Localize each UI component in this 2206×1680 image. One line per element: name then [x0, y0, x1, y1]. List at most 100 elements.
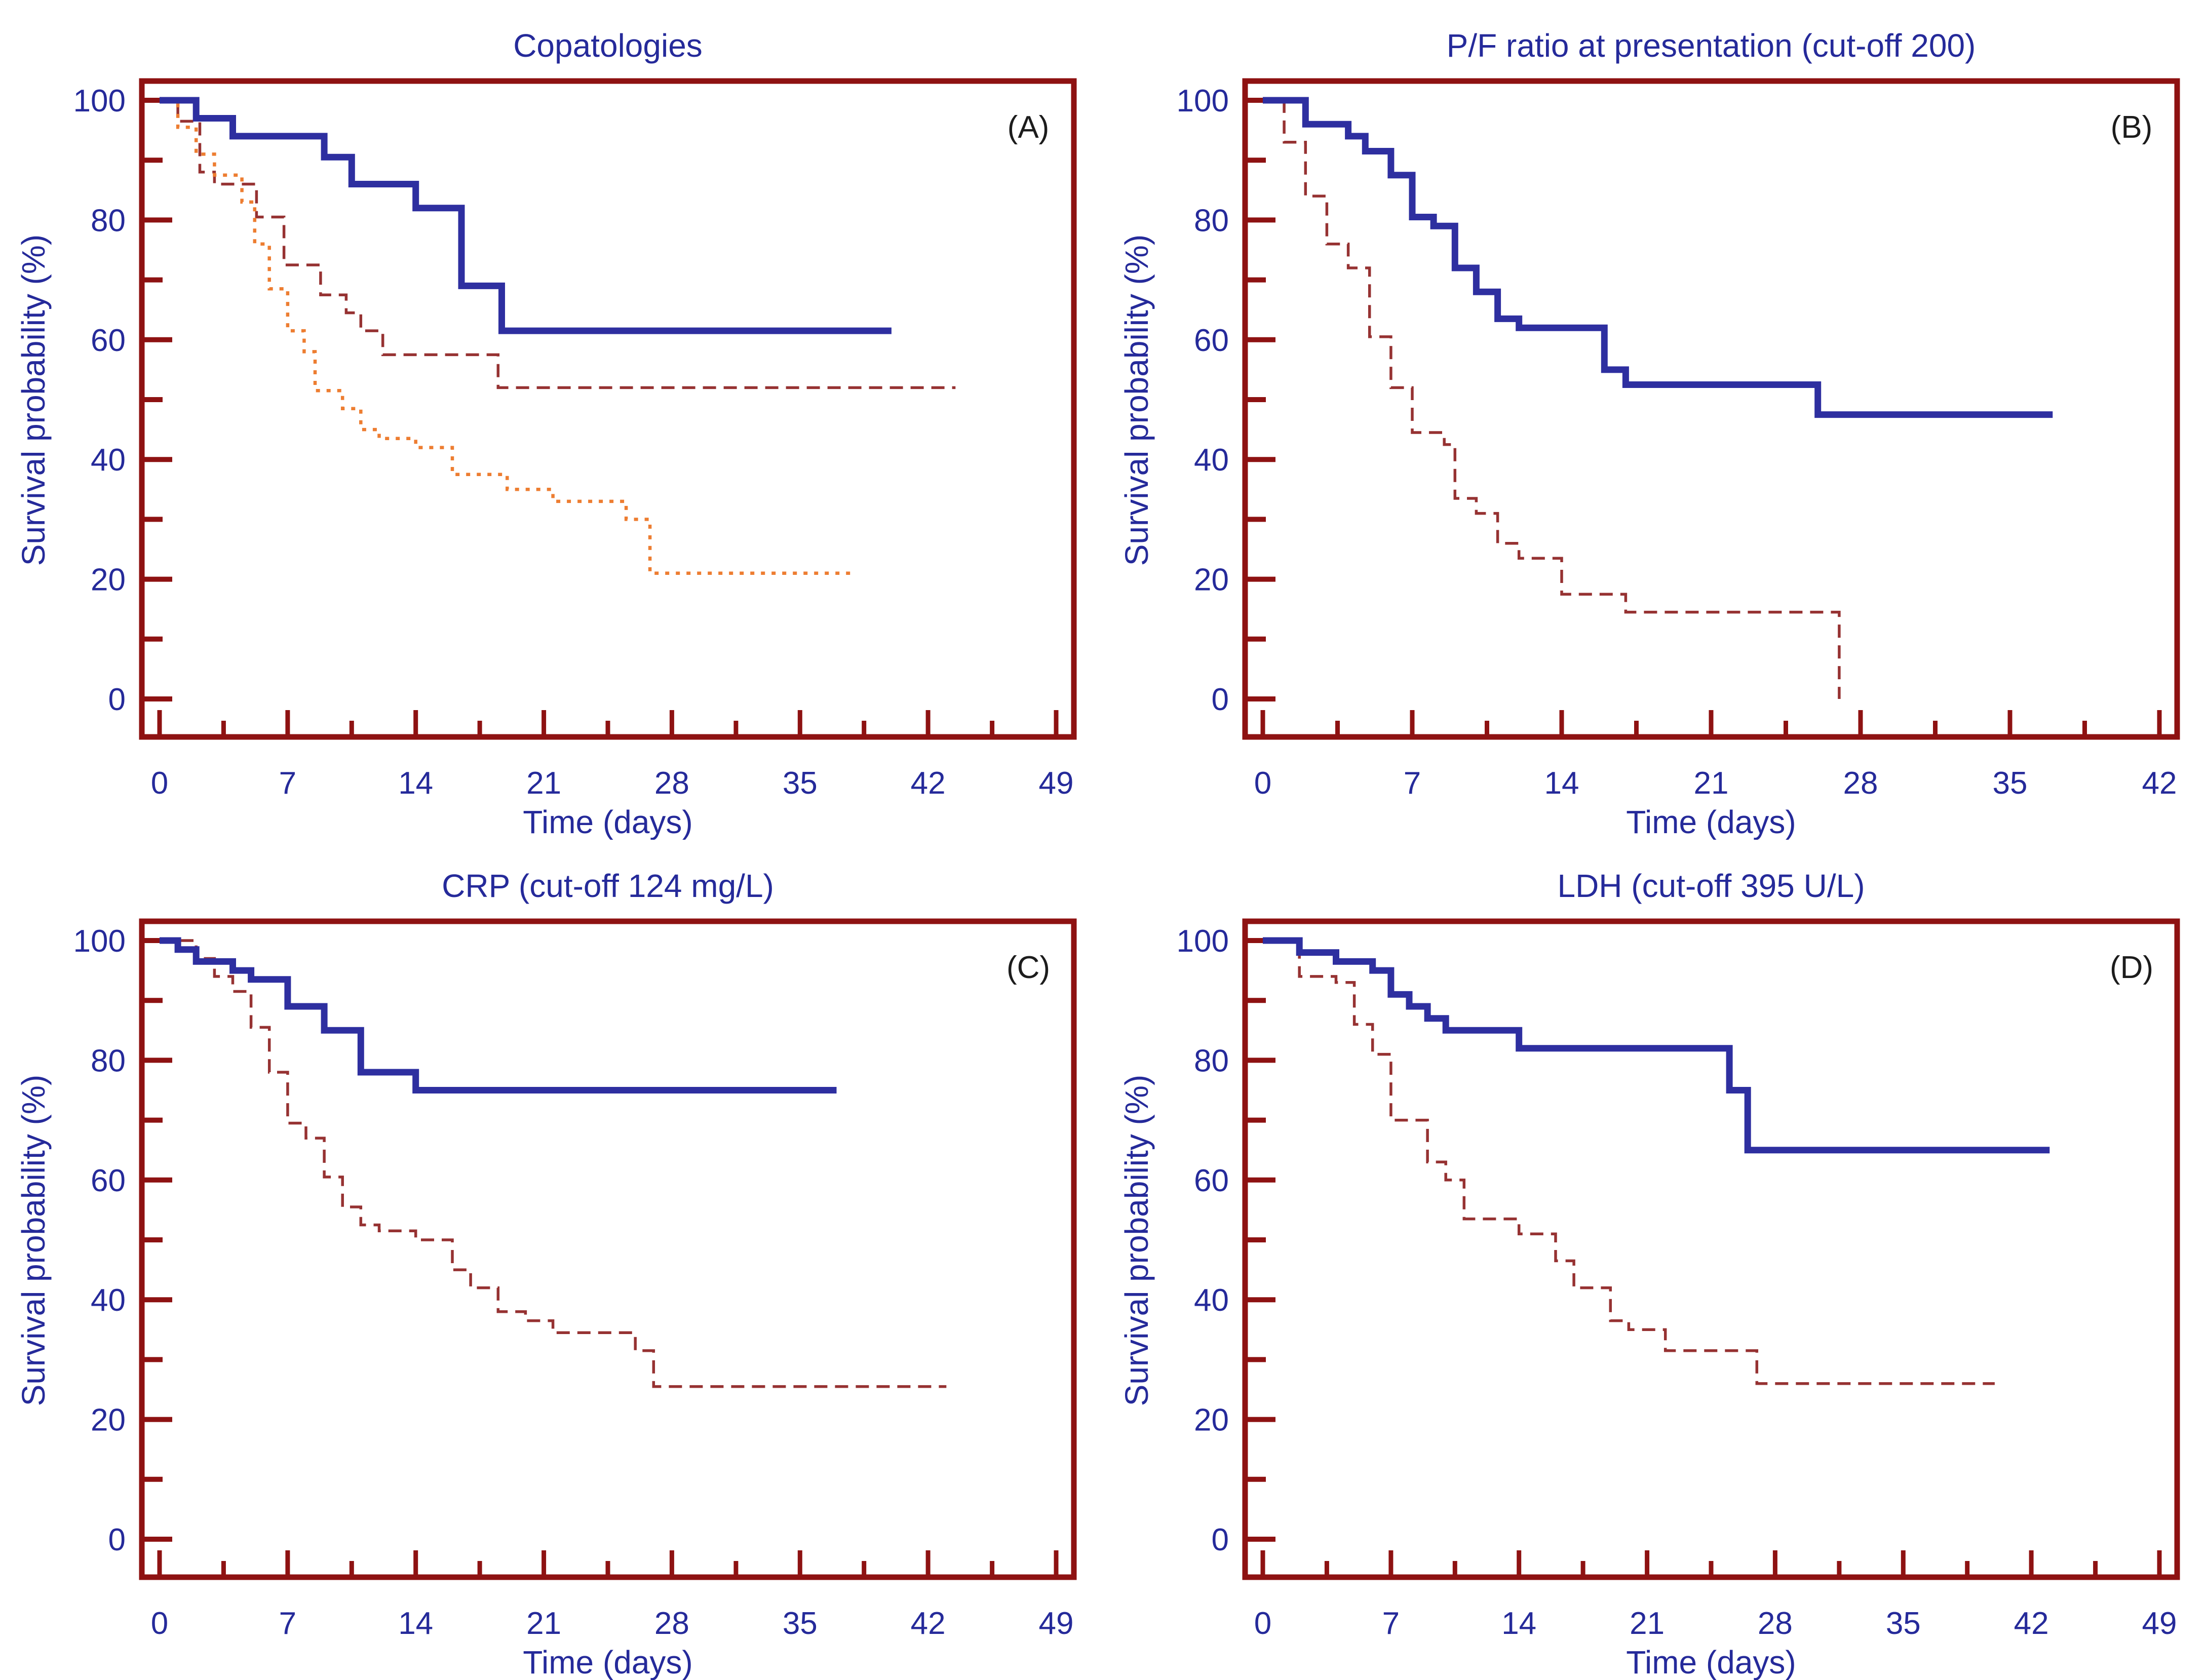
survival-curves — [1263, 97, 2053, 699]
km-plot-A: Copatologies (A) 0 20 40 60 80 100 0 7 14 21 28 35 4… — [15, 27, 1077, 840]
x-tick-label: 7 — [1382, 1606, 1400, 1641]
panel-D: LDH (cut-off 395 U/L) (D) 0 20 40 60 80 100 0 7… — [1103, 840, 2206, 1680]
y-axis-title: Survival probability (%) — [15, 235, 52, 566]
km-curve-low-crp-solid — [160, 937, 837, 1093]
panel-A: Copatologies (A) 0 20 40 60 80 100 0 7 14 21 28 35 4… — [0, 0, 1103, 840]
km-curve-low-ldh-solid — [1263, 937, 2050, 1154]
panel-letter: (C) — [1007, 950, 1050, 985]
panel-title: CRP (cut-off 124 mg/L) — [442, 868, 774, 904]
x-tick-label: 0 — [1254, 766, 1271, 801]
x-tick-label: 7 — [279, 766, 296, 801]
y-tick-label: 100 — [1177, 924, 1229, 959]
x-tick-label: 0 — [1254, 1606, 1271, 1641]
y-tick-label: 0 — [1212, 682, 1229, 717]
x-tick-label: 35 — [1993, 766, 2028, 801]
x-tick-label: 14 — [398, 766, 433, 801]
y-tick-label: 100 — [73, 924, 126, 959]
panel-letter: (D) — [2110, 950, 2153, 985]
panel-B: P/F ratio at presentation (cut-off 200) … — [1103, 0, 2206, 840]
x-tick-label: 14 — [398, 1606, 433, 1641]
y-axis-title: Survival probability (%) — [1118, 235, 1155, 566]
y-tick-label: 100 — [73, 84, 126, 119]
survival-curves — [1263, 937, 2050, 1385]
x-tick-label: 42 — [2142, 766, 2177, 801]
panel-letter: (A) — [1008, 110, 1050, 145]
km-plot-D: LDH (cut-off 395 U/L) (D) 0 20 40 60 80 100 0 7… — [1118, 868, 2180, 1680]
axes: 0 20 40 60 80 100 0 7 14 21 28 35 42 49 — [1177, 918, 2180, 1641]
y-tick-label: 80 — [91, 203, 126, 238]
y-tick-label: 80 — [1194, 203, 1229, 238]
x-axis-title: Time (days) — [523, 1644, 692, 1680]
y-tick-label: 20 — [1194, 1403, 1229, 1438]
survival-curves — [160, 97, 956, 575]
km-curve-high-ratio-solid — [1263, 97, 2053, 418]
km-plot-C: CRP (cut-off 124 mg/L) (C) 0204060801000… — [15, 868, 1077, 1680]
y-tick-label: 0 — [108, 1522, 126, 1557]
panel-letter: (B) — [2111, 110, 2153, 145]
y-axis-title: Survival probability (%) — [1118, 1075, 1155, 1406]
y-tick-label: 60 — [91, 1163, 126, 1198]
x-tick-label: 21 — [1694, 766, 1729, 801]
x-tick-label: 21 — [1630, 1606, 1665, 1641]
y-tick-label: 60 — [91, 323, 126, 358]
x-tick-label: 42 — [911, 1606, 946, 1641]
y-tick-label: 40 — [1194, 443, 1229, 478]
y-tick-label: 20 — [91, 563, 126, 598]
km-curve-group-2-dashed — [160, 99, 956, 389]
y-tick-label: 80 — [1194, 1043, 1229, 1078]
x-tick-label: 49 — [1039, 766, 1074, 801]
axes: 0 20 40 60 80 100 0 7 14 21 28 35 42 49 — [73, 918, 1077, 1641]
y-tick-label: 40 — [91, 443, 126, 478]
y-axis-title: Survival probability (%) — [15, 1075, 52, 1406]
plot-frame — [1242, 918, 2180, 1580]
x-axis-title: Time (days) — [1626, 1644, 1796, 1680]
x-tick-label: 35 — [783, 1606, 818, 1641]
y-tick-label: 60 — [1194, 1163, 1229, 1198]
y-tick-label: 0 — [1212, 1522, 1229, 1557]
km-plot-B: P/F ratio at presentation (cut-off 200) … — [1118, 27, 2180, 840]
x-tick-label: 14 — [1544, 766, 1579, 801]
x-tick-label: 0 — [151, 766, 168, 801]
x-tick-label: 28 — [1758, 1606, 1793, 1641]
x-tick-label: 28 — [654, 766, 689, 801]
panel-title: LDH (cut-off 395 U/L) — [1557, 868, 1865, 904]
y-tick-label: 100 — [1177, 84, 1229, 119]
x-tick-label: 42 — [2014, 1606, 2049, 1641]
x-tick-label: 49 — [1039, 1606, 1074, 1641]
x-tick-label: 14 — [1501, 1606, 1536, 1641]
km-curve-group-3-dotted — [160, 98, 855, 575]
y-tick-label: 40 — [91, 1283, 126, 1318]
x-tick-label: 7 — [1404, 766, 1421, 801]
x-tick-label: 21 — [526, 766, 561, 801]
axes: 0 20 40 60 80 100 0 7 14 21 28 35 42 — [1177, 78, 2180, 801]
x-axis-title: Time (days) — [523, 804, 692, 840]
plot-frame — [139, 78, 1077, 740]
y-tick-label: 40 — [1194, 1283, 1229, 1318]
x-tick-label: 49 — [2142, 1606, 2177, 1641]
km-curve-low-ratio-dashed — [1263, 99, 1841, 699]
x-tick-label: 28 — [654, 1606, 689, 1641]
x-tick-label: 7 — [279, 1606, 296, 1641]
x-tick-label: 28 — [1843, 766, 1878, 801]
panel-title: P/F ratio at presentation (cut-off 200) — [1447, 27, 1976, 64]
panel-C: CRP (cut-off 124 mg/L) (C) 0 20 40 60 80 100 0… — [0, 840, 1103, 1680]
y-tick-label: 20 — [1194, 563, 1229, 598]
x-tick-label: 21 — [526, 1606, 561, 1641]
y-tick-label: 20 — [91, 1403, 126, 1438]
survival-curves — [160, 937, 947, 1388]
y-tick-label: 60 — [1194, 323, 1229, 358]
axes: 0 20 40 60 80 100 0 7 14 21 28 35 42 49 — [73, 78, 1077, 801]
panel-title: Copatologies — [513, 27, 703, 64]
y-tick-label: 80 — [91, 1043, 126, 1078]
km-curve-high-crp-dashed — [160, 939, 947, 1388]
x-axis-title: Time (days) — [1626, 804, 1796, 840]
x-tick-label: 35 — [1886, 1606, 1921, 1641]
plot-frame — [139, 918, 1077, 1580]
km-curve-high-ldh-dashed — [1263, 939, 1995, 1385]
x-tick-label: 0 — [151, 1606, 168, 1641]
km-curve-group-1-solid — [160, 97, 892, 334]
x-tick-label: 35 — [783, 766, 818, 801]
x-tick-label: 42 — [911, 766, 946, 801]
y-tick-label: 0 — [108, 682, 126, 717]
